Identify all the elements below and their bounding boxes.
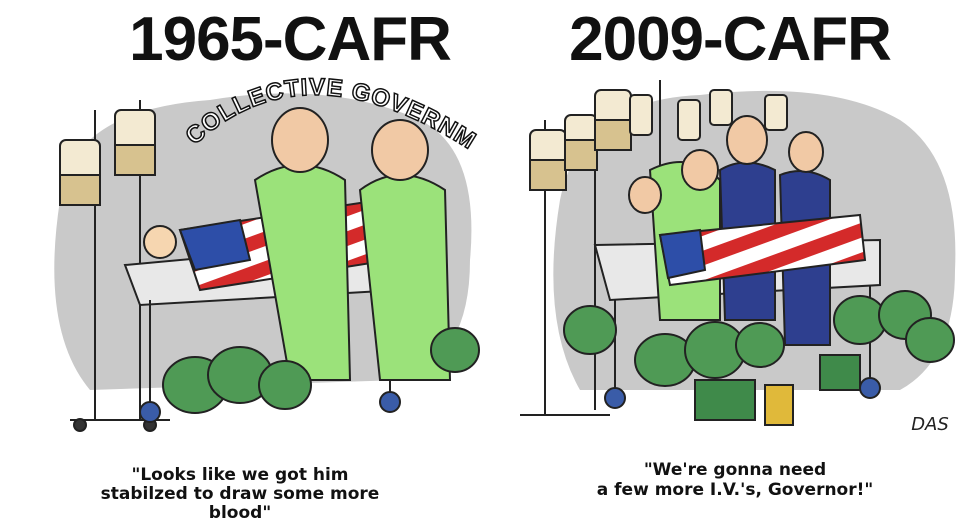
money-bag bbox=[564, 306, 616, 354]
doctor bbox=[372, 120, 428, 180]
doctor bbox=[272, 108, 328, 172]
cash-stack bbox=[695, 380, 755, 420]
iv-stand bbox=[115, 145, 155, 175]
patient bbox=[660, 230, 705, 278]
money-bag bbox=[834, 296, 886, 344]
iv-stand bbox=[595, 120, 631, 150]
iv-stand bbox=[565, 140, 597, 170]
caption-line: "We're gonna need bbox=[644, 460, 826, 480]
cash-stack bbox=[820, 355, 860, 390]
caption-line: blood" bbox=[209, 503, 271, 522]
hospital-bed bbox=[140, 402, 160, 422]
panel-title: 1965-CAFR bbox=[129, 5, 451, 74]
money-bag bbox=[259, 361, 311, 409]
politician bbox=[727, 116, 767, 164]
money-bag bbox=[906, 318, 954, 362]
hospital-bed bbox=[605, 388, 625, 408]
iv-stand bbox=[765, 95, 787, 130]
cartoon: 1965-CAFR COLLECTIVE GOVERNMENT "Looks l… bbox=[0, 0, 972, 522]
signature: DAS bbox=[911, 414, 949, 435]
panel-title: 2009-CAFR bbox=[569, 5, 891, 74]
politician bbox=[789, 132, 823, 172]
money-bag bbox=[431, 328, 479, 372]
iv-stand bbox=[530, 160, 566, 190]
cash-stack bbox=[765, 385, 793, 425]
hospital-bed bbox=[860, 378, 880, 398]
money-bag bbox=[736, 323, 784, 367]
doctor bbox=[629, 177, 661, 213]
iv-stand bbox=[60, 175, 100, 205]
caption-line: a few more I.V.'s, Governor!" bbox=[597, 480, 873, 500]
iv-stand bbox=[678, 100, 700, 140]
iv-stand bbox=[74, 419, 86, 431]
doctor bbox=[682, 150, 718, 190]
iv-stand bbox=[710, 90, 732, 125]
iv-stand bbox=[630, 95, 652, 135]
patient bbox=[144, 226, 176, 258]
caption-line: "Looks like we got him bbox=[131, 465, 348, 485]
page: 1965-CAFR COLLECTIVE GOVERNMENT "Looks l… bbox=[0, 0, 972, 522]
caption-line: stabilzed to draw some more bbox=[101, 484, 380, 504]
hospital-bed bbox=[380, 392, 400, 412]
